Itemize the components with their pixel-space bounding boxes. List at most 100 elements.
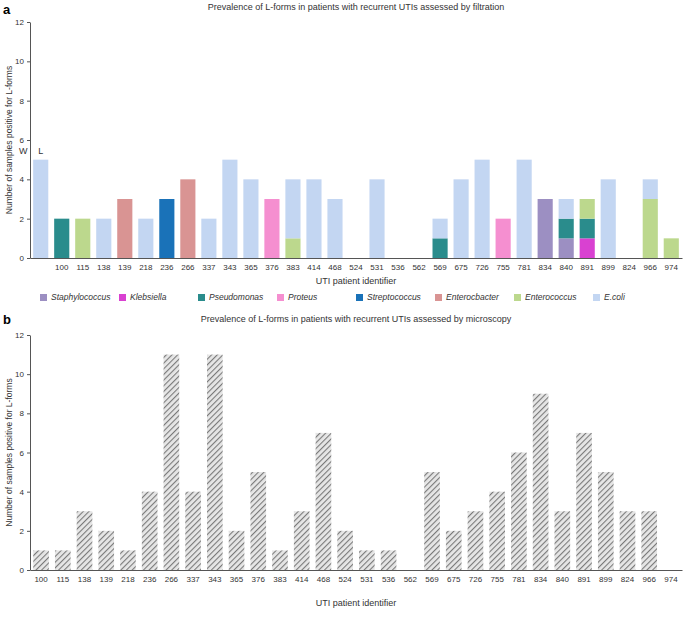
bar-segment (496, 219, 511, 258)
bar (33, 550, 49, 570)
bar-segment (517, 160, 532, 258)
x-tick: 781 (517, 263, 531, 272)
y-tick-label: 4 (20, 488, 25, 497)
x-tick: 365 (244, 263, 258, 272)
bar-segment (390, 258, 405, 259)
legend-item: Streptococcus (356, 292, 422, 302)
bar-segment (580, 219, 595, 239)
x-tick: 781 (512, 575, 526, 584)
bar-segment (622, 258, 637, 259)
bar-segment (601, 179, 616, 258)
legend-swatch (40, 294, 47, 301)
x-tick-label: 562 (404, 575, 418, 584)
bar-segment (433, 219, 448, 239)
x-tick: 675 (447, 575, 461, 584)
bar-segment (117, 199, 132, 200)
x-tick-label: 531 (360, 575, 374, 584)
y-tick: 6 (20, 136, 30, 145)
x-tick: 899 (602, 263, 616, 272)
x-tick-label: 218 (139, 263, 153, 272)
x-tick-label: 834 (534, 575, 548, 584)
y-tick-label: 0 (20, 254, 25, 263)
y-tick-label: 2 (20, 215, 25, 224)
x-tick-label: 824 (623, 263, 637, 272)
y-tick-mark (27, 101, 30, 102)
bar (663, 570, 679, 571)
bar-segment (559, 199, 574, 219)
bar-segment (496, 218, 511, 219)
x-tick: 236 (160, 263, 174, 272)
x-tick: 899 (599, 575, 613, 584)
x-tick: 824 (621, 575, 635, 584)
y-axis-title: Number of samples positive for L-forms (4, 378, 14, 526)
bar-segment (643, 199, 658, 258)
x-tick: 414 (295, 575, 309, 584)
y-tick-label: 4 (20, 175, 25, 184)
legend-label: Klebsiella (130, 292, 167, 302)
x-tick-label: 562 (412, 263, 426, 272)
x-axis-line (31, 258, 683, 259)
bar-segment (348, 258, 363, 259)
bar (511, 453, 527, 571)
bar (641, 511, 657, 570)
bar-segment (622, 258, 637, 259)
x-tick: 100 (34, 575, 48, 584)
bar-segment (306, 179, 321, 258)
panel-label: b (3, 312, 11, 327)
bar-segment (475, 160, 490, 258)
x-tick: 974 (665, 263, 679, 272)
x-tick-label: 899 (602, 263, 616, 272)
x-tick-label: 536 (391, 263, 405, 272)
bar-segment (54, 218, 69, 219)
x-tick: 139 (100, 575, 114, 584)
x-tick: 376 (252, 575, 266, 584)
bar-segment (348, 258, 363, 259)
bar-segment (390, 258, 405, 259)
y-tick: 2 (20, 215, 30, 224)
annotation: W (19, 146, 28, 156)
x-tick-label: 343 (223, 263, 237, 272)
x-tick: 383 (273, 575, 287, 584)
bar-segment (433, 238, 448, 258)
x-tick: 337 (186, 575, 200, 584)
x-tick-label: 891 (577, 575, 591, 584)
x-tick-label: 337 (202, 263, 216, 272)
x-tick: 562 (412, 263, 426, 272)
bar-segment (201, 219, 216, 258)
bar-segment (159, 199, 174, 200)
bar-segment (664, 238, 679, 258)
bar-segment (348, 258, 363, 259)
bar-segment (54, 218, 69, 219)
x-tick: 840 (560, 263, 574, 272)
legend-label: E.coli (604, 292, 626, 302)
x-tick: 675 (454, 263, 468, 272)
bar (77, 511, 93, 570)
x-tick-label: 974 (664, 575, 678, 584)
bar-segment (75, 218, 90, 219)
x-tick: 100 (55, 263, 69, 272)
bar-segment (159, 199, 174, 200)
x-tick-label: 139 (118, 263, 132, 272)
y-tick: 2 (20, 527, 30, 536)
bar-segment (348, 258, 363, 259)
x-tick-label: 218 (121, 575, 135, 584)
x-tick-label: 755 (496, 263, 510, 272)
bar-segment (264, 199, 279, 258)
y-tick-label: 0 (20, 566, 25, 575)
y-axis-line (30, 23, 31, 259)
bar-segment (538, 199, 553, 200)
y-tick-label: 6 (20, 449, 25, 458)
legend-swatch (198, 294, 205, 301)
bar-segment (580, 238, 595, 258)
bar-segment (222, 160, 237, 258)
x-tick-label: 840 (560, 263, 574, 272)
y-axis-title: Number of samples positive for L-forms (4, 66, 14, 214)
legend-item: Enterococcus (514, 292, 577, 302)
x-tick: 115 (56, 575, 69, 584)
bar-segment (264, 199, 279, 200)
y-tick-mark (27, 179, 30, 180)
bar-segment (54, 218, 69, 219)
y-axis: 024681012 (15, 18, 30, 263)
bar-segment (411, 258, 426, 259)
bar-segment (538, 199, 553, 258)
